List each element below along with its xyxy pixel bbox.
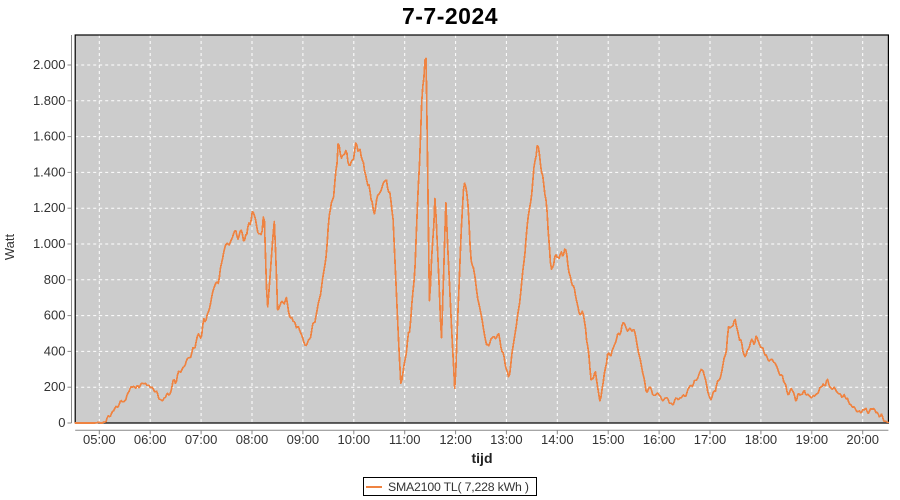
svg-text:200: 200 <box>44 379 66 394</box>
svg-text:800: 800 <box>44 272 66 287</box>
svg-text:600: 600 <box>44 308 66 323</box>
svg-text:1.400: 1.400 <box>33 164 66 179</box>
svg-text:1.200: 1.200 <box>33 200 66 215</box>
svg-text:0: 0 <box>58 415 65 430</box>
svg-text:1.000: 1.000 <box>33 236 66 251</box>
svg-text:2.000: 2.000 <box>33 57 66 72</box>
svg-text:1.800: 1.800 <box>33 93 66 108</box>
svg-text:400: 400 <box>44 343 66 358</box>
svg-text:1.600: 1.600 <box>33 129 66 144</box>
